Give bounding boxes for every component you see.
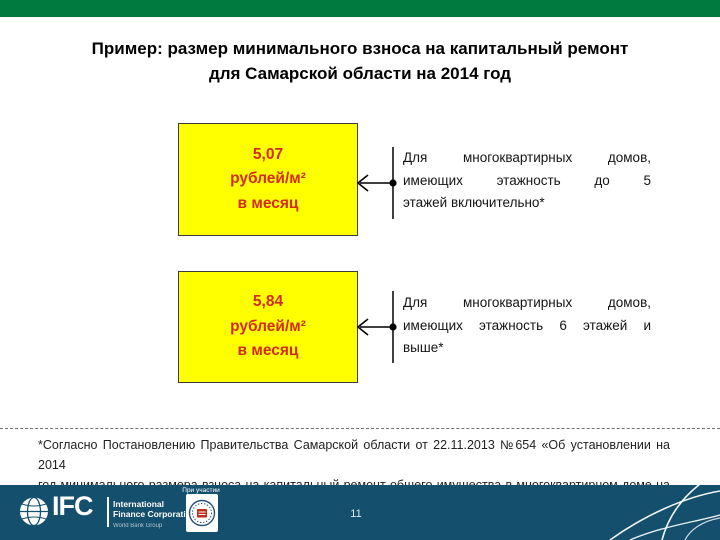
footer-bar: IFC International Finance Corporation Wo… xyxy=(0,485,720,540)
partner-seal xyxy=(186,494,218,532)
left-arrow-connector-icon xyxy=(356,291,397,363)
rate-amount: 5,07 xyxy=(252,145,284,163)
globe-icon xyxy=(20,496,48,527)
participation-label: При участии xyxy=(182,487,220,494)
desc-line: Для многоквартирных домов, xyxy=(403,150,651,165)
footnote-line: *Согласно Постановлению Правительства Са… xyxy=(38,438,670,472)
slide-title: Пример: размер минимального взноса на ка… xyxy=(10,36,710,86)
chamber-seal-icon xyxy=(188,499,216,527)
ifc-acronym: IFC xyxy=(52,491,93,521)
desc-line: имеющих этажность до 5 xyxy=(403,172,651,188)
ifc-name-line-1: International xyxy=(113,499,165,509)
rate-unit: рублей/м² xyxy=(230,317,306,335)
rate-unit: рублей/м² xyxy=(230,170,306,188)
desc-line: выше* xyxy=(403,340,444,355)
ifc-name-line-2: Finance Corporation xyxy=(113,509,197,519)
left-arrow-connector-icon xyxy=(356,147,397,219)
rate-box-high-rise: 5,84 рублей/м² в месяц xyxy=(178,271,358,383)
rate-amount: 5,84 xyxy=(252,293,284,311)
top-accent-bar xyxy=(0,0,720,17)
desc-line: этажей включительно* xyxy=(403,195,545,210)
desc-line: имеющих этажность 6 этажей и xyxy=(403,317,651,333)
ifc-name-block: International Finance Corporation World … xyxy=(113,499,196,531)
decorative-arcs-icon xyxy=(609,485,720,540)
title-line-1: Пример: размер минимального взноса на ка… xyxy=(91,39,629,58)
rate-description-high-rise: Для многоквартирных домов, имеющих этажн… xyxy=(403,292,651,360)
page-number: 11 xyxy=(350,508,362,520)
ifc-group-name: World Bank Group xyxy=(113,523,163,529)
rate-box-low-rise: 5,07 рублей/м² в месяц xyxy=(178,123,358,236)
ifc-logo-divider xyxy=(107,497,109,527)
footnote-divider xyxy=(0,428,720,429)
rate-period: в месяц xyxy=(237,342,299,360)
rate-description-low-rise: Для многоквартирных домов, имеющих этажн… xyxy=(403,147,651,215)
desc-line: Для многоквартирных домов, xyxy=(403,295,651,310)
title-line-2: для Самарской области на 2014 год xyxy=(208,64,512,83)
rate-period: в месяц xyxy=(237,194,299,212)
